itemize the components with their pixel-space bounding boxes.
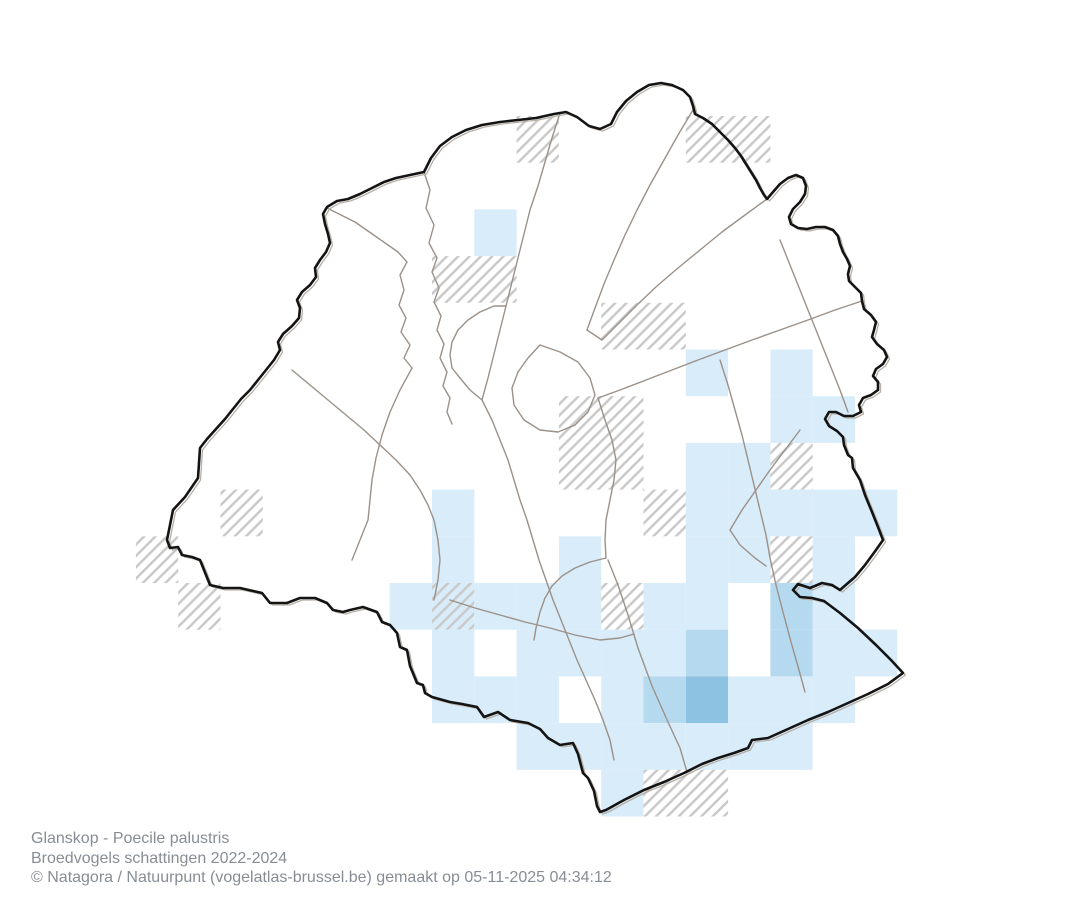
map-caption: Glanskop - Poecile palustris Broedvogels… xyxy=(31,829,612,888)
atlas-grid-cell xyxy=(432,256,475,303)
atlas-grid-cell xyxy=(685,536,729,583)
atlas-grid-cell xyxy=(728,536,771,583)
atlas-grid-cell xyxy=(728,489,771,537)
atlas-grid-cell xyxy=(685,676,729,724)
atlas-grid-cell xyxy=(601,302,644,350)
atlas-grid-cell xyxy=(770,396,813,443)
atlas-grid-cell xyxy=(643,489,686,537)
atlas-grid-cell xyxy=(685,442,729,490)
atlas-grid-cell xyxy=(558,629,602,677)
atlas-grid-cell xyxy=(516,116,559,163)
atlas-grid-cell xyxy=(474,583,517,630)
municipal-boundaries-layer xyxy=(291,109,863,773)
atlas-grid-cell xyxy=(685,489,729,537)
atlas-grid-cell xyxy=(685,583,729,630)
atlas-grid-cell xyxy=(432,583,475,630)
atlas-grid-cell xyxy=(601,396,644,443)
atlas-grid-cell xyxy=(728,676,771,724)
atlas-grid-cell xyxy=(135,536,179,583)
atlas-grid-cell xyxy=(770,629,813,677)
atlas-grid-cell xyxy=(474,209,517,257)
atlas-grid-cell xyxy=(389,583,432,630)
atlas-grid-cell xyxy=(558,536,602,583)
atlas-grid-cell xyxy=(516,676,559,724)
atlas-grid-cell xyxy=(685,769,729,817)
atlas-grid-cell xyxy=(516,723,559,770)
atlas-grid-cell xyxy=(812,536,855,583)
atlas-grid-cell xyxy=(812,489,855,537)
atlas-grid-cell xyxy=(770,349,813,397)
region-outline xyxy=(165,81,905,814)
atlas-grid-cell xyxy=(601,676,644,724)
atlas-grid-cell xyxy=(516,629,559,677)
atlas-grid-cell xyxy=(812,583,855,630)
atlas-grid-cell xyxy=(855,629,898,677)
atlas-grid-cell xyxy=(432,489,475,537)
atlas-grid-cell xyxy=(474,256,517,303)
atlas-grid-cell xyxy=(643,583,686,630)
atlas-grid-cell xyxy=(558,583,602,630)
atlas-grid-cell xyxy=(770,489,813,537)
atlas-grid-cell xyxy=(220,489,263,537)
atlas-grid-cell xyxy=(770,676,813,724)
atlas-grid-cell xyxy=(770,536,813,583)
atlas-grid-cell xyxy=(558,442,602,490)
atlas-grid-cell xyxy=(685,116,729,163)
atlas-grid-cell xyxy=(643,629,686,677)
atlas-grid-cell xyxy=(178,583,221,630)
species-title: Glanskop - Poecile palustris xyxy=(31,830,230,847)
atlas-grid-cell xyxy=(812,629,855,677)
copyright-line: © Natagora / Natuurpunt (vogelatlas-brus… xyxy=(31,869,612,886)
atlas-grid-cell xyxy=(812,396,855,443)
atlas-grid-cell xyxy=(601,442,644,490)
atlas-grid-cell xyxy=(432,629,475,677)
grid-cells-layer xyxy=(135,116,898,817)
atlas-grid-cell xyxy=(685,629,729,677)
atlas-grid-cell xyxy=(601,583,644,630)
atlas-grid-cell xyxy=(770,442,813,490)
atlas-grid-cell xyxy=(601,723,644,770)
atlas-grid-cell xyxy=(855,489,898,537)
atlas-grid-cell xyxy=(728,116,771,163)
atlas-subtitle: Broedvogels schattingen 2022-2024 xyxy=(31,849,288,867)
atlas-grid-cell xyxy=(643,302,686,350)
atlas-grid-cell xyxy=(643,769,686,817)
